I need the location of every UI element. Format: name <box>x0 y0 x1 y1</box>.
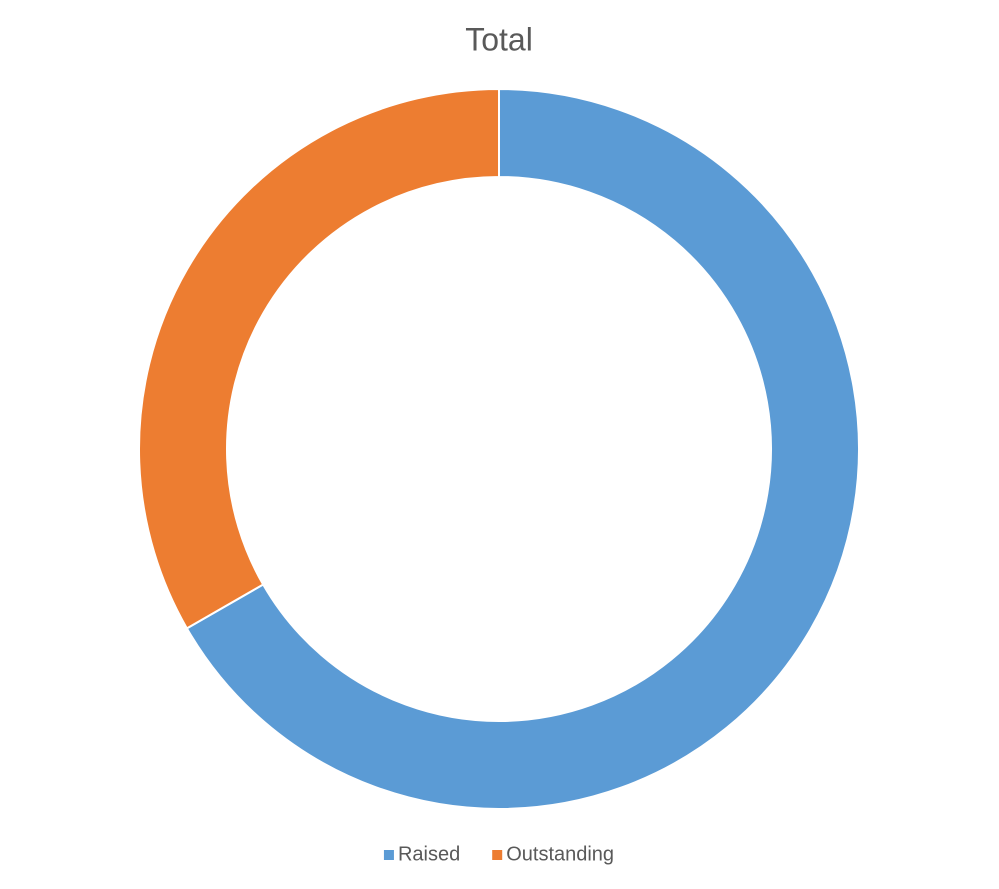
legend-label: Raised <box>398 843 460 865</box>
chart-title: Total <box>465 21 533 57</box>
donut-segment <box>138 87 500 630</box>
legend-swatch <box>383 850 394 860</box>
legend-label: Outstanding <box>506 843 614 865</box>
legend: Raised Outstanding <box>383 843 614 865</box>
legend-swatch <box>492 850 503 860</box>
donut-segment <box>185 87 860 810</box>
